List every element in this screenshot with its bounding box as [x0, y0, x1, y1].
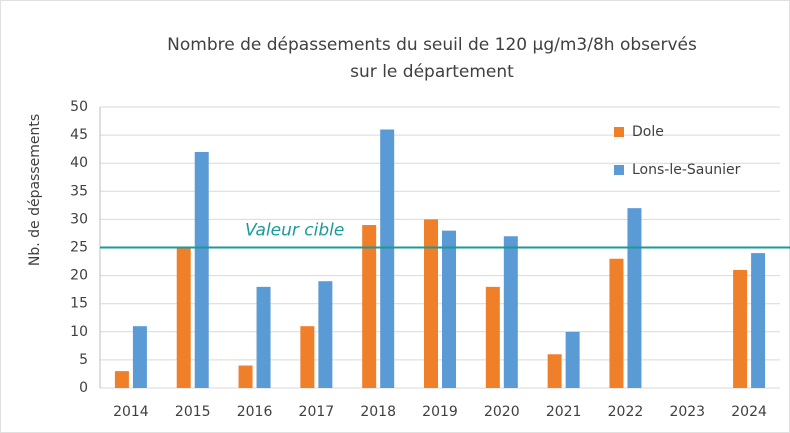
y-tick-label: 45	[70, 127, 88, 143]
chart-title: sur le département	[350, 62, 514, 82]
x-tick-label: 2024	[731, 404, 767, 420]
legend-label: Lons-le-Saunier	[632, 162, 741, 178]
x-tick-label: 2018	[360, 404, 396, 420]
bar	[194, 151, 209, 388]
x-tick-label: 2014	[113, 404, 149, 420]
legend-swatch	[614, 127, 624, 137]
bar	[442, 230, 456, 388]
y-tick-label: 10	[70, 324, 88, 340]
x-tick-label: 2016	[237, 404, 273, 420]
x-tick-label: 2015	[175, 404, 211, 420]
y-tick-label: 40	[70, 155, 88, 171]
bar	[609, 258, 624, 388]
bar	[424, 219, 438, 388]
bar	[627, 208, 642, 388]
legend-label: Dole	[632, 124, 664, 140]
x-tick-label: 2020	[484, 404, 520, 420]
bar	[318, 281, 333, 388]
bar	[751, 253, 766, 388]
bar	[256, 286, 271, 388]
bar	[547, 354, 562, 388]
bar	[300, 326, 315, 388]
bar	[114, 371, 129, 388]
legend-swatch	[614, 165, 624, 175]
y-tick-label: 30	[70, 211, 88, 227]
bar	[132, 326, 147, 388]
bar	[485, 286, 500, 388]
y-tick-label: 20	[70, 268, 88, 284]
y-tick-label: 25	[70, 240, 88, 256]
bar	[238, 365, 253, 388]
y-tick-label: 35	[70, 183, 88, 199]
x-tick-label: 2019	[422, 404, 458, 420]
bar	[380, 129, 395, 389]
y-tick-label: 15	[70, 296, 88, 312]
y-tick-label: 5	[79, 352, 88, 368]
reference-label: Valeur cible	[245, 221, 344, 241]
bar	[362, 225, 377, 388]
bar	[503, 236, 518, 388]
x-tick-label: 2017	[299, 404, 335, 420]
y-tick-label: 0	[79, 380, 88, 396]
chart-title: Nombre de dépassements du seuil de 120 µ…	[167, 35, 697, 55]
y-tick-label: 50	[70, 99, 88, 115]
x-tick-label: 2022	[608, 404, 644, 420]
x-tick-label: 2023	[669, 404, 705, 420]
bar	[565, 331, 580, 388]
bar	[176, 247, 191, 388]
x-tick-label: 2021	[546, 404, 582, 420]
bar	[733, 269, 748, 388]
y-axis-label: Nb. de dépassements	[27, 114, 43, 266]
